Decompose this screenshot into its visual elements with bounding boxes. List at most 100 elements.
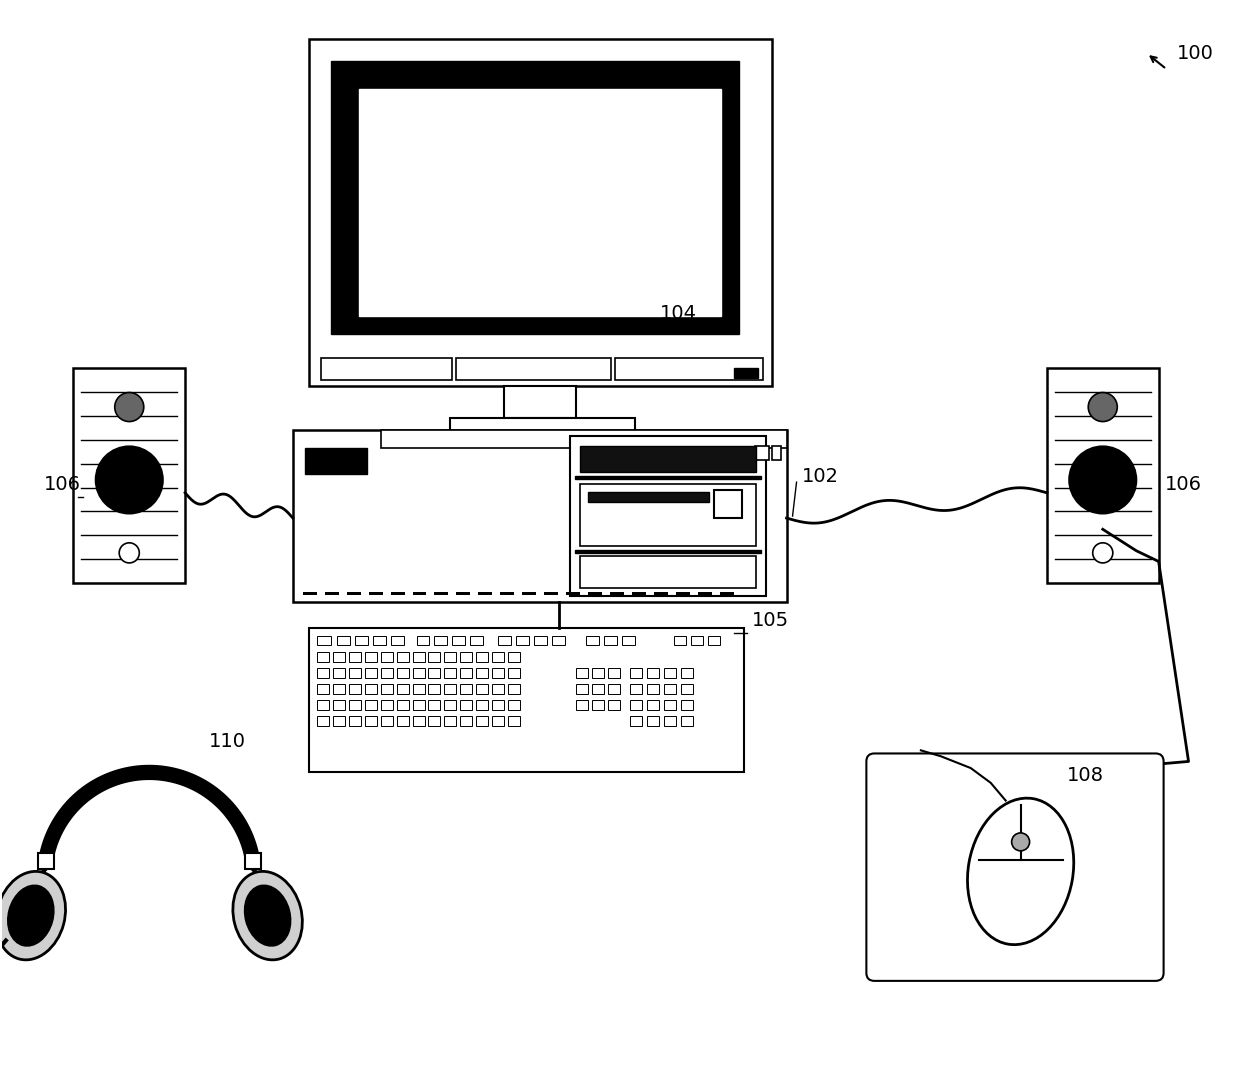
Bar: [332, 684, 345, 694]
Bar: [681, 684, 693, 694]
Bar: [37, 853, 53, 869]
Bar: [719, 592, 734, 595]
Bar: [417, 635, 429, 645]
Bar: [429, 668, 440, 678]
Bar: [544, 592, 558, 595]
Bar: [567, 592, 580, 595]
Bar: [580, 556, 755, 588]
Bar: [293, 430, 786, 602]
Bar: [391, 635, 403, 645]
Bar: [681, 699, 693, 709]
Bar: [577, 684, 588, 694]
Bar: [460, 699, 472, 709]
Bar: [505, 387, 577, 418]
Circle shape: [95, 446, 162, 514]
Bar: [522, 592, 536, 595]
Bar: [397, 684, 408, 694]
Bar: [508, 716, 521, 725]
Bar: [663, 716, 676, 725]
Circle shape: [119, 543, 139, 563]
Bar: [397, 716, 408, 725]
Bar: [413, 592, 427, 595]
Ellipse shape: [0, 871, 66, 960]
Bar: [498, 635, 511, 645]
Bar: [508, 652, 521, 661]
Bar: [444, 699, 456, 709]
Bar: [714, 490, 742, 518]
Bar: [577, 699, 588, 709]
Bar: [575, 550, 760, 553]
Text: 100: 100: [1177, 45, 1214, 63]
Text: 106: 106: [1164, 476, 1202, 494]
Bar: [316, 652, 329, 661]
Bar: [348, 716, 361, 725]
Bar: [476, 716, 489, 725]
Bar: [413, 684, 424, 694]
Bar: [500, 592, 515, 595]
Bar: [355, 635, 367, 645]
Bar: [331, 61, 739, 333]
Bar: [316, 635, 331, 645]
Bar: [622, 635, 635, 645]
FancyBboxPatch shape: [867, 754, 1163, 981]
Bar: [647, 699, 658, 709]
Bar: [303, 592, 316, 595]
Bar: [373, 635, 386, 645]
Bar: [647, 716, 658, 725]
Bar: [587, 635, 599, 645]
Bar: [429, 716, 440, 725]
Bar: [588, 492, 709, 502]
Bar: [413, 716, 424, 725]
Bar: [337, 635, 350, 645]
Circle shape: [1069, 446, 1136, 514]
Bar: [365, 684, 377, 694]
Bar: [534, 635, 547, 645]
Bar: [309, 39, 771, 387]
Bar: [630, 716, 642, 725]
Ellipse shape: [967, 798, 1074, 945]
Text: 110: 110: [210, 732, 246, 752]
Bar: [647, 684, 658, 694]
Bar: [591, 699, 604, 709]
Bar: [397, 652, 408, 661]
Bar: [434, 592, 449, 595]
Bar: [470, 635, 484, 645]
Bar: [479, 592, 492, 595]
Bar: [305, 449, 367, 475]
Bar: [332, 716, 345, 725]
Bar: [325, 592, 339, 595]
Bar: [691, 635, 703, 645]
Bar: [630, 699, 642, 709]
Bar: [381, 652, 393, 661]
Bar: [365, 699, 377, 709]
Circle shape: [1012, 833, 1029, 850]
Bar: [575, 476, 760, 479]
Bar: [381, 430, 786, 449]
Bar: [492, 652, 505, 661]
Bar: [332, 668, 345, 678]
Bar: [348, 684, 361, 694]
Bar: [588, 592, 603, 595]
Bar: [570, 437, 765, 596]
Bar: [316, 699, 329, 709]
Ellipse shape: [244, 885, 290, 946]
Bar: [771, 446, 781, 460]
Bar: [444, 652, 456, 661]
Circle shape: [115, 392, 144, 421]
Bar: [316, 716, 329, 725]
Bar: [492, 699, 505, 709]
Bar: [676, 592, 689, 595]
Bar: [381, 716, 393, 725]
Bar: [413, 668, 424, 678]
Bar: [456, 592, 470, 595]
Bar: [460, 652, 472, 661]
Bar: [1047, 368, 1158, 583]
Bar: [734, 368, 758, 378]
Bar: [580, 484, 755, 546]
Bar: [397, 699, 408, 709]
Bar: [450, 418, 635, 437]
Bar: [476, 699, 489, 709]
Bar: [381, 684, 393, 694]
Bar: [492, 684, 505, 694]
Bar: [476, 684, 489, 694]
